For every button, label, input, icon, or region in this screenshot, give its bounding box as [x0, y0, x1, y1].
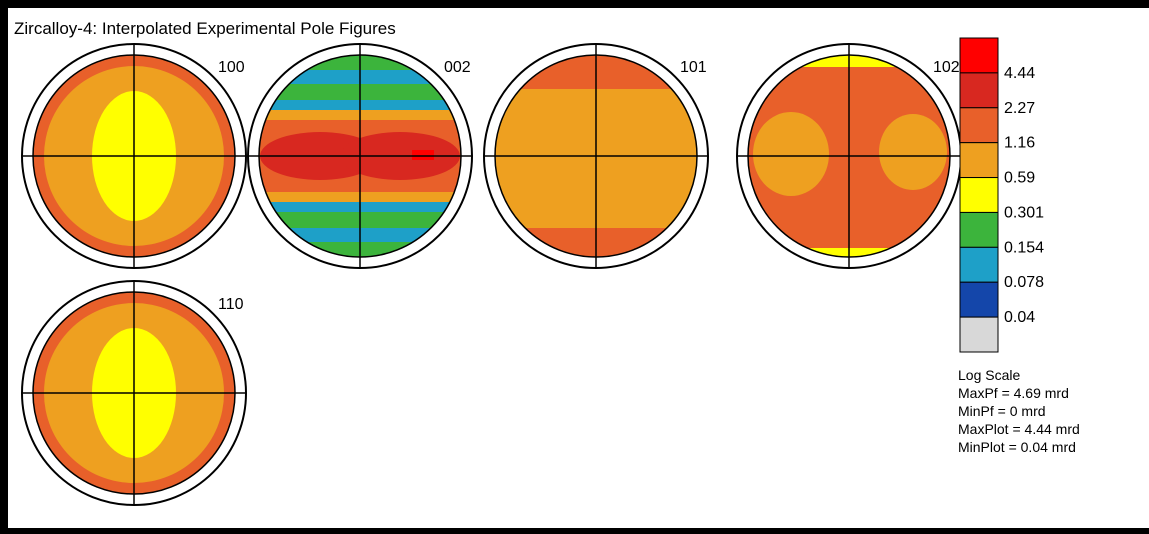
scale-swatch — [959, 142, 999, 179]
pole-figure-110: 110 — [21, 280, 247, 506]
region-left — [753, 112, 829, 196]
note-log-scale: Log Scale — [958, 367, 1021, 383]
pole-figure-inner-ring — [258, 54, 462, 258]
scale-label: 1.16 — [1004, 135, 1035, 152]
pole-figure-label: 101 — [680, 59, 707, 76]
scale-label: 0.59 — [1004, 170, 1035, 187]
scale-swatch — [959, 316, 999, 353]
pole-figure-label: 110 — [218, 296, 244, 313]
scale-notes: Log Scale MaxPf = 4.69 mrd MinPf = 0 mrd… — [958, 366, 1080, 456]
pole-figure-inner-ring — [32, 54, 236, 258]
pole-figure-inner-ring — [32, 291, 236, 495]
chart-panel: Zircalloy-4: Interpolated Experimental P… — [8, 8, 1149, 528]
chart-title: Zircalloy-4: Interpolated Experimental P… — [14, 19, 396, 38]
pole-figures: 100 002 101 102 110 — [21, 43, 962, 506]
scale-swatch — [959, 37, 999, 74]
scale-swatch — [959, 177, 999, 213]
region-right — [879, 114, 947, 190]
pole-figure-100: 100 — [21, 43, 247, 269]
scale-label: 2.27 — [1004, 100, 1035, 117]
note-max-pf: MaxPf = 4.69 mrd — [958, 385, 1069, 401]
scale-swatch — [959, 211, 999, 248]
scale-label: 0.04 — [1004, 309, 1035, 326]
pole-figure-002: 002 — [247, 43, 473, 269]
scale-swatch — [959, 281, 999, 318]
pole-figure-label: 102 — [933, 59, 960, 76]
scale-label: 0.301 — [1004, 204, 1044, 221]
scale-label: 0.078 — [1004, 274, 1044, 291]
note-max-plot: MaxPlot = 4.44 mrd — [958, 421, 1080, 437]
pole-figure-102: 102 — [736, 43, 962, 269]
pole-figure-101: 101 — [483, 43, 709, 269]
note-min-pf: MinPf = 0 mrd — [958, 403, 1046, 419]
scale-swatch — [959, 72, 999, 109]
scale-label: 4.44 — [1004, 65, 1035, 82]
pole-figure-inner-ring — [494, 54, 698, 258]
note-min-plot: MinPlot = 0.04 mrd — [958, 439, 1076, 455]
scale-swatch — [959, 107, 999, 144]
peak-spot — [412, 150, 434, 160]
scale-swatch — [959, 246, 999, 283]
pole-figure-label: 100 — [218, 59, 245, 76]
pole-figure-inner-ring — [747, 54, 951, 258]
pole-figure-label: 002 — [444, 59, 471, 76]
color-scale: 4.44 2.27 1.16 0.59 0.301 0.154 0.078 0.04 — [959, 37, 1044, 353]
scale-label: 0.154 — [1004, 239, 1044, 256]
